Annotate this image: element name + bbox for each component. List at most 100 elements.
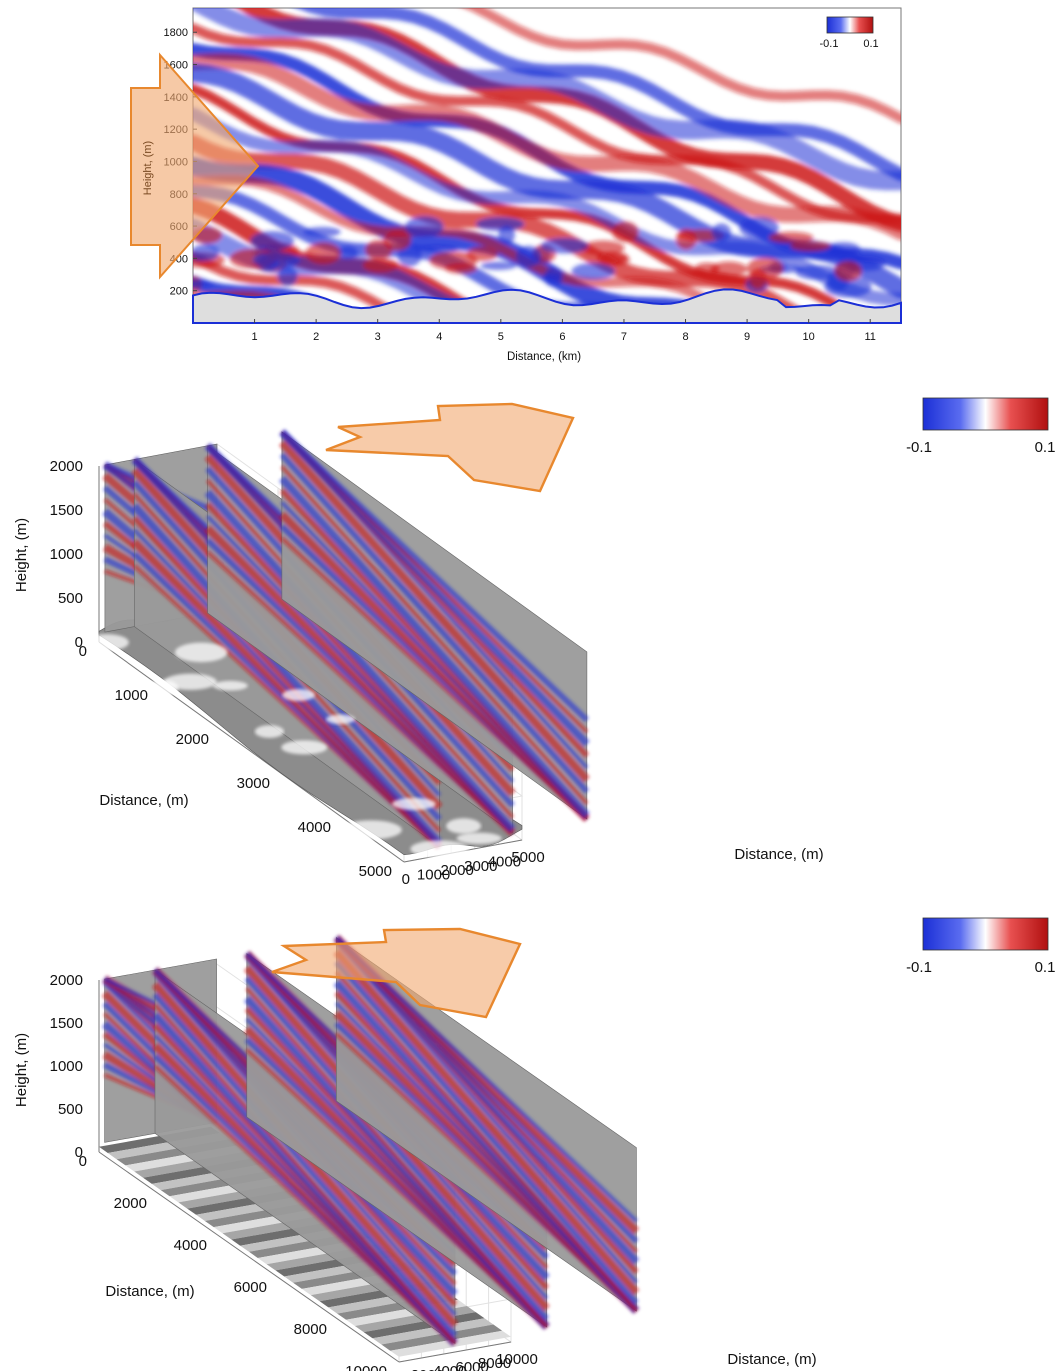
terrain-highlight bbox=[446, 818, 482, 834]
y-tick-label: 200 bbox=[170, 286, 188, 298]
depth-tick-label: 0 bbox=[79, 643, 87, 660]
z-tick-label: 0 bbox=[75, 634, 83, 651]
terrain-highlight bbox=[84, 634, 129, 651]
slice-stripe bbox=[334, 970, 638, 1313]
distance-tick-label: 2000 bbox=[441, 862, 474, 879]
x-tick-label: 3 bbox=[375, 331, 381, 343]
wave-band bbox=[193, 107, 901, 306]
wave-blob bbox=[303, 226, 341, 237]
slice-stripe bbox=[279, 429, 589, 723]
wave-blob bbox=[768, 231, 814, 244]
panel3-colorbar-min: -0.1 bbox=[906, 959, 932, 976]
terrain-highlight bbox=[164, 673, 217, 690]
panel1-colorbar-max: 0.1 bbox=[863, 38, 878, 50]
slice-stripe bbox=[334, 960, 639, 1305]
depth-tick-label: 0 bbox=[79, 1153, 87, 1170]
terrain-ridge bbox=[372, 1318, 494, 1345]
slice-stripe bbox=[152, 992, 458, 1338]
wave-blob bbox=[710, 261, 748, 277]
wave-blob bbox=[795, 265, 841, 280]
wave-blob bbox=[444, 262, 477, 274]
slice-stripe bbox=[335, 936, 638, 1223]
x-tick-label: 9 bbox=[744, 331, 750, 343]
panel1-colorbar-min: -0.1 bbox=[820, 38, 839, 50]
z-tick-label: 1500 bbox=[50, 502, 83, 519]
z-tick-label: 1500 bbox=[50, 1015, 83, 1032]
z-tick-label: 1000 bbox=[50, 1058, 83, 1075]
depth-tick-label: 10000 bbox=[345, 1363, 387, 1371]
slice-stripe bbox=[153, 1003, 457, 1345]
wave-blob bbox=[405, 216, 444, 238]
wave-blob bbox=[790, 241, 831, 252]
depth-tick-label: 2000 bbox=[176, 731, 209, 748]
terrain-ridge bbox=[381, 1324, 503, 1351]
wave-blob bbox=[305, 242, 341, 265]
terrain-highlight bbox=[456, 832, 502, 845]
terrain-highlight bbox=[254, 725, 285, 738]
depth-tick-label: 4000 bbox=[174, 1237, 207, 1254]
y-axis-line bbox=[98, 1151, 400, 1363]
wave-blob bbox=[826, 242, 861, 257]
wave-blob bbox=[277, 266, 298, 286]
wave-blob bbox=[480, 261, 517, 270]
panel2-y-label: Distance, (m) bbox=[99, 792, 188, 809]
panel1-x-label: Distance, (km) bbox=[507, 351, 581, 363]
wave-band bbox=[193, 53, 901, 241]
wave-blob bbox=[543, 267, 563, 287]
distance-tick-label: 4000 bbox=[433, 1363, 466, 1371]
z-tick-label: 2000 bbox=[50, 458, 83, 475]
terrain-highlight bbox=[410, 840, 469, 858]
depth-tick-label: 3000 bbox=[237, 775, 270, 792]
slice-stripe bbox=[245, 986, 549, 1329]
x-tick-label: 11 bbox=[865, 331, 876, 343]
panel1-x-ticks: 1 2 3 4 5 6 7 8 9 10 11 bbox=[252, 319, 876, 343]
wave-band bbox=[193, 8, 901, 191]
terrain-highlight bbox=[326, 714, 356, 724]
panel2-inflow-arrow bbox=[325, 402, 575, 493]
panel2-height-ticks: 0 500 1000 1500 2000 bbox=[50, 458, 83, 651]
wave-blob bbox=[598, 254, 631, 266]
slice-stripe bbox=[244, 976, 550, 1321]
x-tick-label: 7 bbox=[621, 331, 627, 343]
distance-tick-label: 1000 bbox=[417, 867, 450, 884]
wave-blob bbox=[362, 258, 399, 273]
x-tick-label: 4 bbox=[436, 331, 442, 343]
wave-blob bbox=[675, 229, 697, 250]
wave-blob bbox=[749, 268, 767, 290]
slice-stripe bbox=[279, 452, 590, 794]
distance-tick-label: 8000 bbox=[478, 1355, 511, 1371]
slice-stripe bbox=[280, 465, 589, 805]
terrain-highlight bbox=[281, 740, 328, 755]
wave-band bbox=[193, 251, 424, 323]
distance-tick-label: 5000 bbox=[511, 849, 544, 866]
terrain-highlight bbox=[174, 642, 228, 663]
z-tick-label: 500 bbox=[58, 1101, 83, 1118]
distance-tick-label: 2000 bbox=[411, 1367, 444, 1371]
z-tick-label: 1000 bbox=[50, 546, 83, 563]
wave-blob bbox=[252, 251, 301, 269]
panel3-colorbar bbox=[922, 917, 1049, 951]
distance-tick-label: 10000 bbox=[496, 1351, 538, 1368]
panel3-distance-ticks: 0200040006000800010000 bbox=[411, 1351, 538, 1371]
panel3-height-ticks: 0 500 1000 1500 2000 bbox=[50, 972, 83, 1161]
panel2-colorbar-max: 0.1 bbox=[1035, 439, 1056, 456]
panel2-colorbar bbox=[922, 397, 1049, 431]
x-axis-line bbox=[398, 1341, 512, 1363]
wave-blob bbox=[515, 245, 542, 268]
panel1-inflow-arrow bbox=[130, 52, 260, 280]
wave-blob bbox=[571, 262, 615, 280]
depth-tick-label: 5000 bbox=[359, 863, 392, 880]
panel3-inflow-arrow bbox=[271, 927, 522, 1019]
wave-blob bbox=[365, 239, 393, 260]
x-tick-label: 10 bbox=[803, 331, 815, 343]
wave-blob bbox=[612, 221, 639, 243]
distance-tick-label: 0 bbox=[402, 871, 410, 888]
terrain-highlight bbox=[340, 820, 402, 840]
wave-blob bbox=[739, 216, 779, 239]
wave-blob bbox=[834, 260, 862, 282]
slice-stripe bbox=[333, 949, 640, 1296]
